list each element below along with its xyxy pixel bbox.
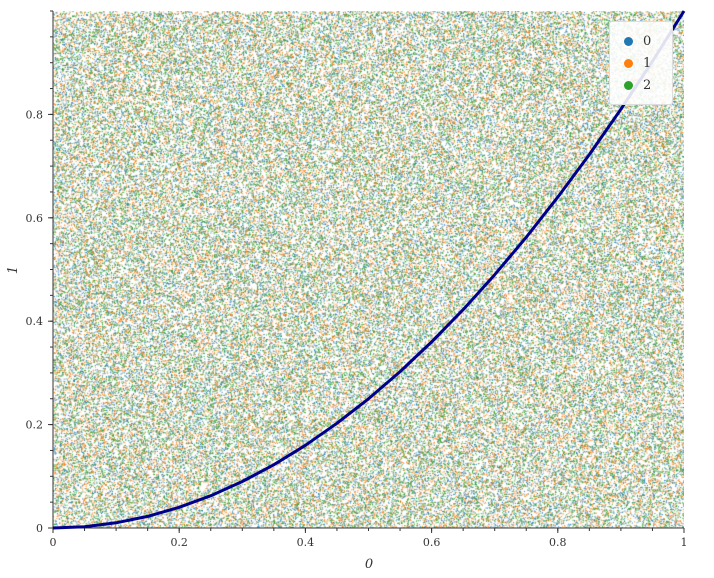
axes-layer: 0 0.2 0.4 0.6 0.8 1 0 0.2 0.4 0.6 0.8 <box>26 10 688 549</box>
x-tick-label: 0.8 <box>549 536 567 549</box>
x-tick-label: 0.6 <box>423 536 441 549</box>
y-tick-label: 0.6 <box>26 212 44 225</box>
legend-label: 0 <box>643 33 652 49</box>
legend-item: 0 <box>610 30 672 52</box>
y-tick-label: 0.8 <box>26 108 44 121</box>
y-axis-label: 1 <box>6 266 21 274</box>
legend: 0 1 2 <box>609 21 673 105</box>
x-tick-label: 0 <box>50 536 57 549</box>
scatter-points-layer <box>53 11 684 528</box>
y-tick-label: 0.4 <box>26 315 44 328</box>
curve-layer <box>52 10 686 530</box>
legend-label: 1 <box>643 55 652 71</box>
x-tick-label: 1 <box>681 536 688 549</box>
y-tick-label: 0.2 <box>26 419 44 432</box>
y-tick-label: 0 <box>36 522 43 535</box>
x-axis-label: 0 <box>365 557 373 572</box>
x-tick-label: 0.2 <box>170 536 188 549</box>
legend-item: 2 <box>610 74 672 96</box>
legend-marker <box>624 58 633 68</box>
legend-item: 1 <box>610 52 672 74</box>
legend-label: 2 <box>643 77 652 93</box>
curve-line <box>52 10 686 530</box>
x-tick-label: 0.4 <box>297 536 315 549</box>
legend-marker <box>624 36 633 46</box>
legend-marker <box>624 80 633 90</box>
